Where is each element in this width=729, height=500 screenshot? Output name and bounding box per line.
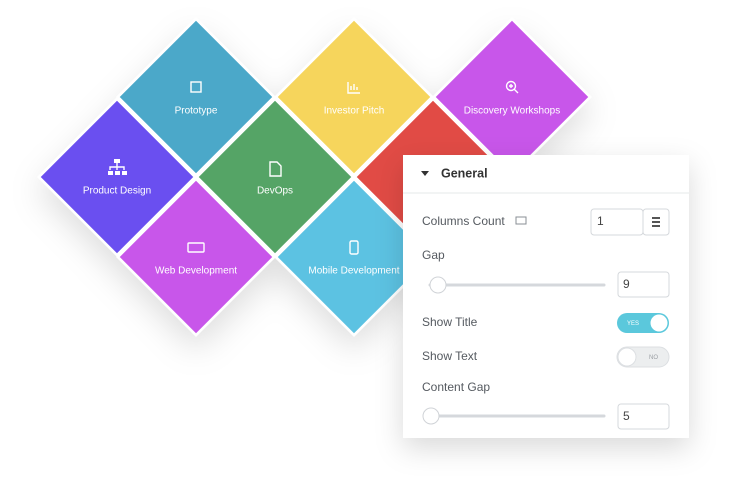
input-value: 9 — [623, 277, 630, 291]
icon — [347, 82, 360, 94]
tile[interactable] — [195, 97, 355, 257]
toggle-knob — [617, 347, 637, 367]
units-icon — [652, 217, 660, 227]
field-label: Show Text — [422, 349, 478, 363]
tile-label: Mobile Development — [308, 266, 399, 277]
icon — [187, 242, 205, 253]
field-label: Content Gap — [422, 380, 490, 394]
icon — [349, 240, 359, 255]
settings-panel: General Columns Count 1 Gap 9 Show Title… — [403, 155, 689, 438]
tile[interactable] — [116, 177, 276, 337]
tile-label: Investor Pitch — [324, 106, 385, 117]
toggle-text: YES — [627, 321, 639, 327]
input-value: 5 — [623, 409, 630, 423]
icon — [190, 81, 202, 93]
icon — [108, 171, 113, 175]
slider-handle[interactable] — [422, 407, 440, 425]
collapse-caret[interactable] — [421, 171, 429, 176]
field-label: Gap — [422, 248, 445, 262]
toggle-text: NO — [649, 355, 658, 361]
tile[interactable] — [116, 17, 276, 177]
number-input[interactable] — [617, 403, 670, 430]
toggle-knob — [650, 314, 668, 332]
icon — [509, 84, 519, 94]
icon — [505, 80, 517, 92]
number-input[interactable] — [617, 271, 670, 298]
panel-title: General — [441, 166, 488, 180]
icon — [114, 159, 120, 163]
tile-icons — [108, 80, 519, 255]
icon — [122, 171, 127, 175]
tile-label: Web Development — [155, 266, 237, 277]
tile[interactable] — [37, 97, 197, 257]
tile-label: Prototype — [175, 106, 218, 117]
slider-handle[interactable] — [429, 276, 447, 294]
tile-label: Product Design — [83, 186, 151, 197]
tile-labels: Prototype Investor Pitch Discovery Works… — [83, 106, 560, 277]
icon — [115, 171, 120, 175]
tile-label: Discovery Workshops — [464, 106, 561, 117]
device-icon[interactable] — [515, 216, 527, 225]
input-value: 1 — [597, 214, 604, 228]
field-label: Columns Count — [422, 214, 505, 228]
icon — [269, 161, 282, 177]
tile-label: DevOps — [257, 186, 293, 197]
field-label: Show Title — [422, 315, 478, 329]
tile[interactable] — [274, 17, 434, 177]
